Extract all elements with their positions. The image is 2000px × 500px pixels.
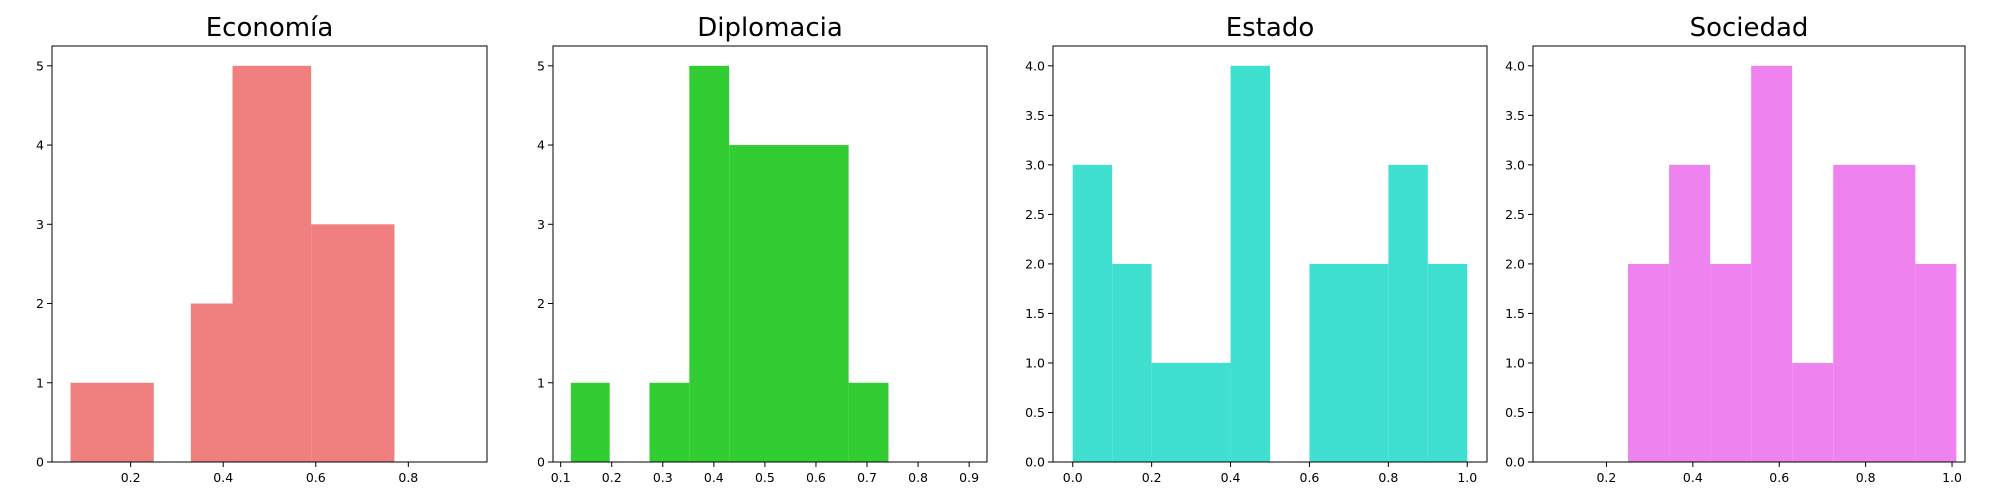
x-tick-label: 1.0: [1942, 470, 1962, 485]
y-tick-label: 1: [537, 375, 545, 390]
histogram-bar: [1230, 65, 1270, 463]
y-tick-label: 0.5: [1025, 405, 1045, 420]
x-tick-label: 0.8: [398, 470, 418, 485]
histogram-bar: [729, 145, 849, 463]
y-tick-label: 1.0: [1025, 355, 1045, 370]
histogram-bar: [1112, 263, 1152, 462]
panel-4: 0.2 0.4 0.6 0.8 1.0 0.0 0.5 1.0 1.5 2.0 2.5 3.0 3.5 4…: [1505, 13, 1966, 485]
histogram-bar: [1309, 263, 1389, 462]
x-tick-label: 0.4: [704, 470, 724, 485]
panel-title: Estado: [1226, 13, 1315, 43]
histogram-bar: [689, 65, 730, 463]
y-tick-label: 2.0: [1025, 256, 1045, 271]
x-tick-label: 0.8: [1378, 470, 1398, 485]
histogram-bar: [1915, 263, 1957, 462]
histogram-bar: [190, 303, 233, 462]
histogram-bar: [311, 224, 395, 462]
panel-title: Diplomacia: [697, 13, 843, 43]
axes-frame: [1532, 45, 1966, 463]
y-tick-label: 1.0: [1505, 355, 1525, 370]
y-tick-label: 2: [537, 296, 545, 311]
y-tick-label: 0.0: [1505, 455, 1525, 470]
histogram-bar: [1710, 263, 1752, 462]
x-tick-label: 0.1: [551, 470, 571, 485]
y-tick-label: 2.0: [1505, 256, 1525, 271]
x-tick-label: 0.6: [1769, 470, 1789, 485]
y-tick-label: 2.5: [1025, 207, 1045, 222]
y-tick-label: 0: [537, 455, 545, 470]
histogram-bar: [1388, 164, 1428, 462]
y-tick-label: 5: [36, 58, 44, 73]
x-tick-label: 0.2: [1142, 470, 1162, 485]
x-tick-label: 0.0: [1063, 470, 1083, 485]
y-tick-label: 3: [537, 217, 545, 232]
x-tick-label: 0.5: [755, 470, 775, 485]
histogram-bar: [1792, 362, 1834, 462]
y-tick-label: 4: [36, 138, 44, 153]
y-tick-label: 2: [36, 296, 44, 311]
x-tick-label: 0.4: [1221, 470, 1241, 485]
histogram-bar: [649, 382, 690, 462]
x-tick-label: 0.4: [213, 470, 233, 485]
x-tick-label: 0.2: [121, 470, 141, 485]
axes-frame: [552, 45, 988, 463]
histogram-bar: [1427, 263, 1468, 462]
x-tick-label: 0.8: [908, 470, 928, 485]
x-tick-label: 0.3: [653, 470, 673, 485]
x-tick-label: 0.6: [1300, 470, 1320, 485]
x-tick-label: 0.8: [1856, 470, 1876, 485]
x-tick-label: 0.9: [959, 470, 979, 485]
x-tick-label: 1.0: [1457, 470, 1477, 485]
histogram-bar: [1151, 362, 1231, 462]
histogram-bar: [848, 382, 889, 462]
y-tick-label: 0: [36, 455, 44, 470]
y-tick-label: 0.0: [1025, 455, 1045, 470]
y-tick-label: 3.0: [1025, 157, 1045, 172]
y-tick-label: 2.5: [1505, 207, 1525, 222]
y-tick-label: 3.5: [1505, 108, 1525, 123]
y-tick-label: 4.0: [1505, 58, 1525, 73]
y-tick-label: 3.5: [1025, 108, 1045, 123]
histogram-bar: [1833, 164, 1916, 462]
histogram-bar: [232, 65, 312, 463]
panel-1: 0.2 0.4 0.6 0.8 0 1 2 3 4 5 Economía: [36, 13, 488, 485]
histogram-bar: [70, 382, 154, 462]
y-tick-label: 0.5: [1505, 405, 1525, 420]
panel-3: 0.0 0.2 0.4 0.6 0.8 1.0 0.0 0.5 1.0 1.5 2.0 2.5 3.0 3…: [1025, 13, 1488, 485]
axes-frame: [51, 45, 488, 463]
x-tick-label: 0.7: [857, 470, 877, 485]
x-tick-label: 0.4: [1683, 470, 1703, 485]
panel-title: Economía: [206, 13, 334, 43]
panel-2: 0.1 0.2 0.3 0.4 0.5 0.6 0.7 0.8 0.9 0 1 2 3 4 5 Diploma…: [537, 13, 988, 485]
histogram-bar: [1751, 65, 1793, 463]
y-tick-label: 3: [36, 217, 44, 232]
y-tick-label: 3.0: [1505, 157, 1525, 172]
histogram-bar: [1628, 263, 1670, 462]
y-tick-label: 1: [36, 375, 44, 390]
y-tick-label: 1.5: [1505, 306, 1525, 321]
y-tick-label: 5: [537, 58, 545, 73]
y-tick-label: 4: [537, 138, 545, 153]
x-tick-label: 0.2: [602, 470, 622, 485]
panel-title: Sociedad: [1690, 13, 1809, 43]
axes-frame: [1052, 45, 1488, 463]
x-tick-label: 0.6: [306, 470, 326, 485]
y-tick-label: 1.5: [1025, 306, 1045, 321]
histogram-bar: [1072, 164, 1113, 462]
x-tick-label: 0.2: [1596, 470, 1616, 485]
histogram-bar: [570, 382, 610, 462]
x-tick-label: 0.6: [806, 470, 826, 485]
y-tick-label: 4.0: [1025, 58, 1045, 73]
histogram-bar: [1669, 164, 1711, 462]
